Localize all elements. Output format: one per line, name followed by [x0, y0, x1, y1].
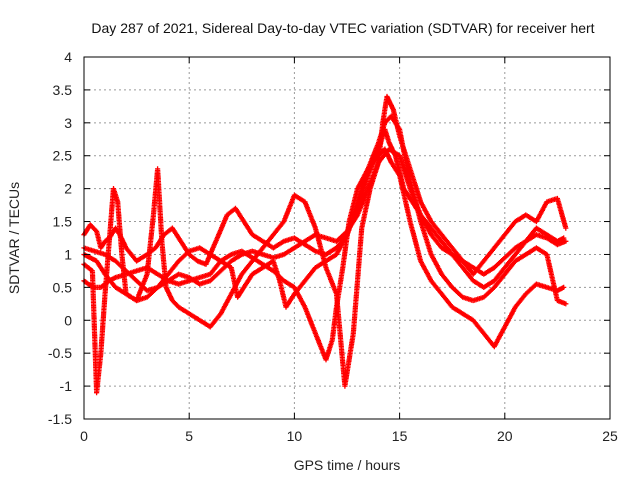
data-series	[81, 93, 569, 396]
x-axis-ticks: 0 5 10 15 20 25	[80, 57, 618, 444]
x-tick-label: 0	[80, 428, 88, 444]
y-tick-label: -1.5	[48, 411, 72, 427]
x-axis-label: GPS time / hours	[294, 457, 401, 473]
y-axis-ticks: -1.5 -1 -0.5 0 0.5 1 1.5 2 2.5 3 3.5 4	[48, 49, 610, 427]
plot-frame	[83, 56, 611, 420]
x-tick-label: 15	[392, 428, 408, 444]
x-tick-label: 20	[497, 428, 513, 444]
series-track-3	[81, 93, 569, 396]
y-tick-label: 1.5	[53, 214, 73, 230]
y-tick-label: 0	[64, 312, 72, 328]
x-tick-label: 5	[185, 428, 193, 444]
y-tick-label: 0.5	[53, 279, 73, 295]
y-tick-label: 2	[64, 181, 72, 197]
y-tick-label: -1	[60, 378, 73, 394]
y-tick-label: 3	[64, 115, 72, 131]
y-tick-label: 2.5	[53, 148, 73, 164]
chart-title: Day 287 of 2021, Sidereal Day-to-day VTE…	[91, 20, 594, 36]
y-tick-label: -0.5	[48, 345, 72, 361]
y-tick-label: 1	[64, 246, 72, 262]
series-markers	[81, 93, 569, 396]
y-tick-label: 3.5	[53, 82, 73, 98]
grid	[84, 57, 610, 419]
x-tick-label: 10	[287, 428, 303, 444]
y-tick-label: 4	[64, 49, 72, 65]
x-tick-label: 25	[602, 428, 618, 444]
y-axis-label: SDTVAR / TECUs	[6, 182, 22, 294]
